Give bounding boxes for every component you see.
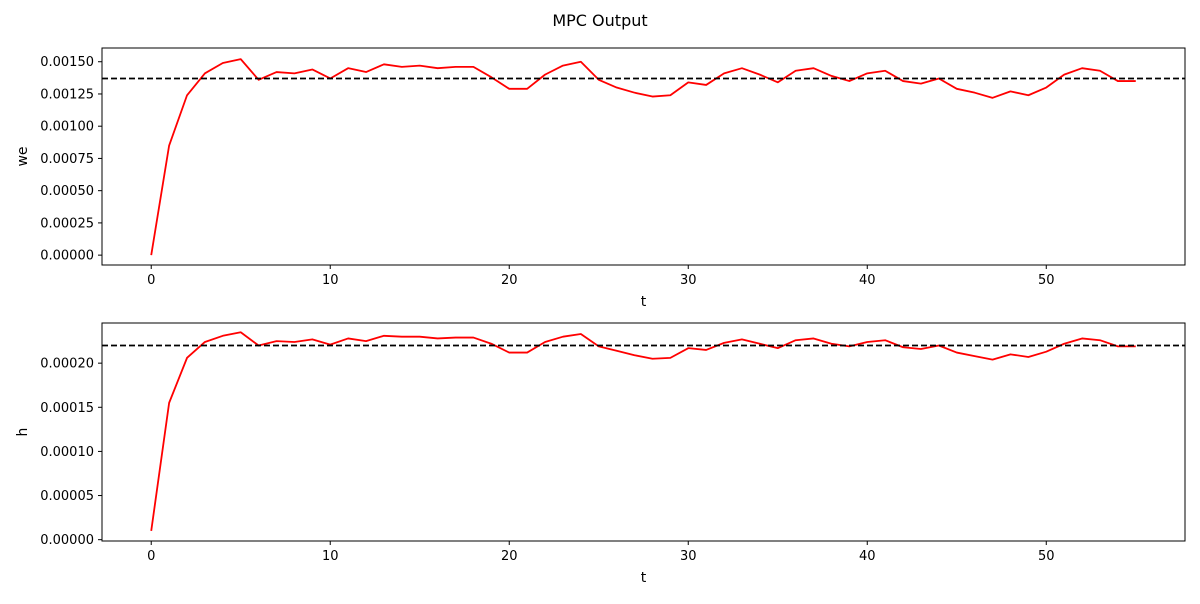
x-tick-label: 20 (501, 273, 518, 288)
y-axis-label: we (15, 146, 31, 166)
axes-frame (101, 47, 1186, 266)
y-tick-label: 0.00125 (40, 87, 94, 102)
y-tick-label: 0.00075 (40, 152, 94, 167)
y-tick-label: 0.00005 (40, 489, 94, 504)
series-line (150, 58, 1136, 256)
x-tick-label: 40 (859, 273, 876, 288)
x-tick-label: 10 (322, 549, 339, 564)
axes-frame (101, 322, 1186, 542)
y-tick-label: 0.00100 (40, 120, 94, 135)
y-tick-label: 0.00010 (40, 445, 94, 460)
y-tick-label: 0.00150 (40, 55, 94, 70)
y-tick-label: 0.00020 (40, 357, 94, 372)
y-tick-label: 0.00000 (40, 533, 94, 548)
x-tick-label: 0 (147, 549, 155, 564)
subplot-h: 0 10 20 30 40 50 0.00000 0.00005 0.00010 0.00015 0… (15, 322, 1186, 586)
y-tick-label: 0.00025 (40, 216, 94, 231)
x-tick-label: 0 (147, 273, 155, 288)
x-tick-label: 40 (859, 549, 876, 564)
y-tick-label: 0.00015 (40, 401, 94, 416)
subplot-we: 0 10 20 30 40 50 0.00000 0.00025 0.00050 0.00075 0… (15, 47, 1186, 310)
x-tick-label: 30 (680, 273, 697, 288)
x-axis-label: t (641, 570, 647, 586)
y-tick-label: 0.00000 (40, 249, 94, 264)
x-tick-label: 10 (322, 273, 339, 288)
x-axis-label: t (641, 294, 647, 310)
x-tick-label: 50 (1038, 549, 1055, 564)
x-tick-label: 30 (680, 549, 697, 564)
y-axis-label: h (15, 428, 31, 437)
series-line (150, 331, 1136, 531)
x-tick-label: 50 (1038, 273, 1055, 288)
x-tick-label: 20 (501, 549, 518, 564)
y-tick-label: 0.00050 (40, 184, 94, 199)
figure-title: MPC Output (552, 11, 647, 30)
